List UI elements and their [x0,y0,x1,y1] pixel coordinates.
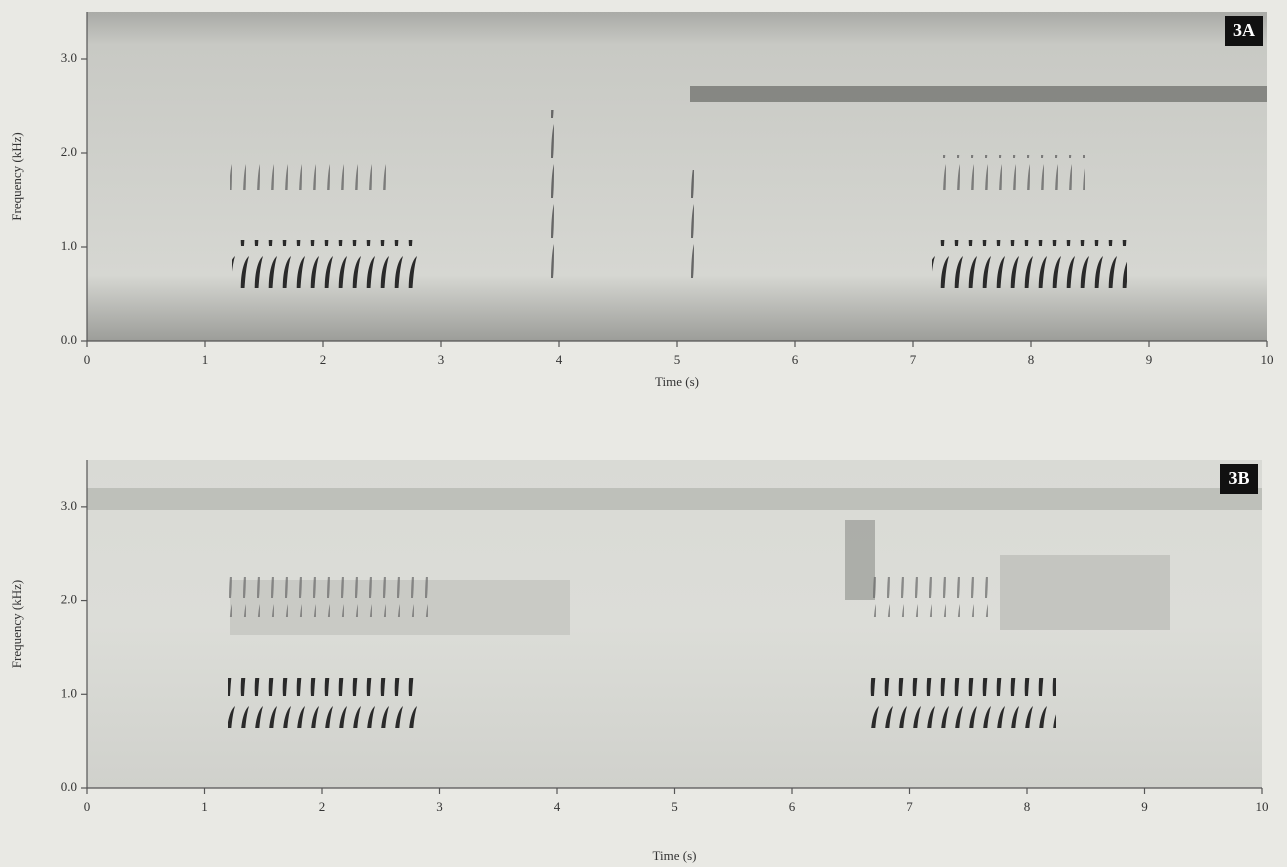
y-tick-label: 1.0 [61,685,77,700]
x-tick-label: 3 [436,799,443,814]
y-tick-label: 1.0 [61,238,77,253]
y-axis-label: Frequency (kHz) [9,132,24,220]
x-tick-label: 9 [1141,799,1148,814]
spectrogram-a [87,12,1267,341]
x-tick-label: 10 [1256,799,1269,814]
x-axis-label: Time (s) [653,848,697,863]
x-tick-label: 1 [201,799,208,814]
x-tick-label: 0 [84,799,91,814]
y-tick-label: 0.0 [61,332,77,347]
x-tick-label: 0 [84,352,91,367]
y-tick-label: 2.0 [61,144,77,159]
x-tick-label: 9 [1146,352,1153,367]
y-axis-label: Frequency (kHz) [9,580,24,668]
x-tick-label: 4 [554,799,561,814]
x-tick-label: 3 [438,352,445,367]
x-tick-label: 6 [789,799,796,814]
x-tick-label: 2 [319,799,326,814]
x-tick-label: 7 [906,799,913,814]
x-tick-label: 5 [671,799,678,814]
y-tick-label: 3.0 [61,50,77,65]
spectrogram-b [87,460,1262,788]
x-tick-label: 8 [1024,799,1031,814]
x-tick-label: 7 [910,352,917,367]
panel-label: 3A [1233,20,1255,40]
x-tick-label: 8 [1028,352,1035,367]
x-tick-label: 5 [674,352,681,367]
x-tick-label: 2 [320,352,327,367]
figure: 0123456789100.01.02.03.0Time (s)Frequenc… [0,0,1287,867]
x-tick-label: 4 [556,352,563,367]
y-tick-label: 3.0 [61,498,77,513]
y-tick-label: 0.0 [61,779,77,794]
y-tick-label: 2.0 [61,592,77,607]
panel-label: 3B [1228,468,1249,488]
x-tick-label: 6 [792,352,799,367]
x-tick-label: 1 [202,352,209,367]
x-tick-label: 10 [1261,352,1274,367]
x-axis-label: Time (s) [655,374,699,389]
